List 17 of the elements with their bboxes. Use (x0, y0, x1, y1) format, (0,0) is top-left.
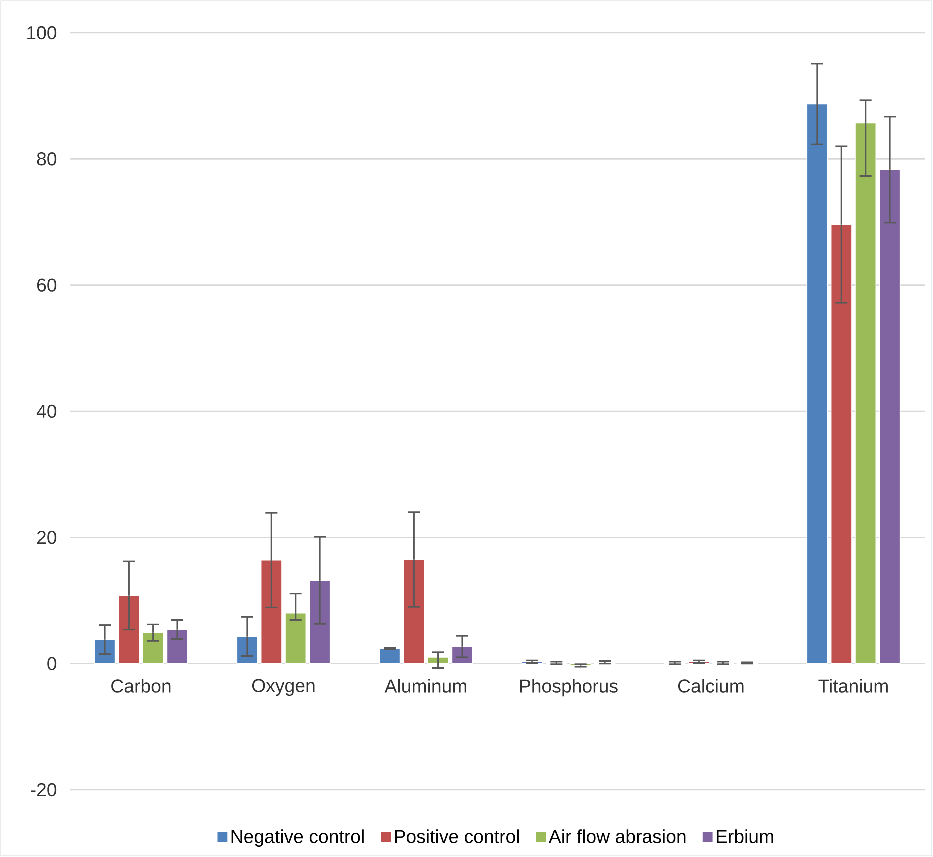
x-tick-label: Carbon (112, 679, 171, 693)
x-tick-label: Titanium (818, 679, 888, 693)
y-tick-label: 20 (37, 531, 57, 544)
legend-label: Erbium (716, 830, 774, 844)
legend-label: Negative control (232, 830, 364, 848)
x-tick-label: Aluminum (384, 679, 467, 693)
y-tick-label: 0 (48, 657, 57, 670)
y-tick-label: 80 (37, 152, 57, 166)
y-tick-label: 100 (28, 26, 57, 40)
y-tick-label: -20 (31, 783, 57, 797)
x-tick-label: Phosphorus (520, 679, 618, 697)
x-tick-label: Calcium (678, 679, 744, 693)
legend-label: Air flow abrasion (548, 830, 686, 844)
legend-label: Positive control (395, 830, 520, 844)
y-tick-label: 60 (37, 278, 57, 292)
y-tick-label: 40 (36, 404, 57, 418)
x-tick-label: Oxygen (252, 679, 315, 696)
